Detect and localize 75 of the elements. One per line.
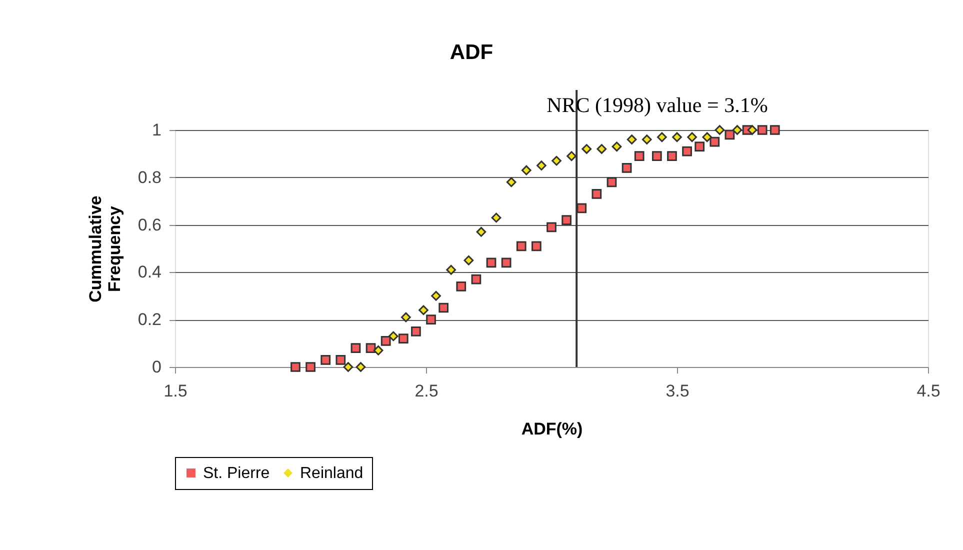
x-tick-label: 2.5: [414, 382, 438, 400]
point: [672, 132, 682, 142]
point: [612, 142, 622, 152]
y-tick-label: 0.2: [138, 310, 162, 330]
point: [398, 334, 408, 344]
point: [521, 165, 532, 176]
point: [446, 264, 456, 275]
point: [622, 162, 632, 173]
point: [306, 362, 316, 372]
point: [388, 331, 398, 342]
y-tick-label: 0.8: [138, 168, 162, 187]
point: [576, 203, 587, 214]
x-tick-label: 1.5: [164, 382, 188, 400]
point: [476, 226, 486, 237]
x-tick-label: 3.5: [666, 382, 690, 400]
point: [486, 258, 496, 268]
point: [431, 290, 441, 301]
point: [516, 241, 526, 252]
y-tick-label: 0.4: [138, 262, 162, 282]
point: [642, 134, 652, 144]
point: [290, 362, 300, 372]
point: [464, 255, 474, 266]
point: [426, 314, 436, 325]
point: [657, 132, 667, 142]
point: [592, 189, 602, 199]
point: [687, 132, 697, 142]
point: [350, 343, 361, 353]
point: [373, 345, 384, 356]
point: [380, 336, 391, 346]
point: [562, 215, 572, 225]
point: [546, 222, 556, 232]
point: [606, 177, 617, 188]
point: [343, 362, 354, 372]
point: [724, 130, 735, 140]
point: [652, 151, 662, 162]
point: [770, 125, 780, 135]
point: [582, 144, 592, 154]
point: [320, 354, 331, 365]
y-axis-title: Cummulative Frequency: [86, 196, 124, 302]
point: [596, 144, 607, 154]
point: [710, 136, 720, 147]
point: [400, 312, 411, 322]
point: [634, 151, 644, 162]
point: [626, 134, 637, 144]
point: [566, 151, 577, 162]
point: [491, 212, 502, 223]
point: [532, 241, 542, 252]
y-tick-label: 0.6: [138, 215, 162, 234]
legend-label: Reinland: [300, 465, 364, 482]
point: [471, 274, 482, 284]
point: [682, 146, 692, 156]
point: [356, 362, 366, 372]
point: [714, 125, 725, 135]
point: [552, 156, 562, 166]
point: [456, 281, 466, 292]
point: [366, 343, 376, 353]
y-tick-label: 1: [152, 120, 162, 140]
point: [418, 305, 428, 316]
point: [411, 326, 421, 336]
point: [694, 142, 705, 152]
point: [438, 302, 449, 313]
point: [667, 151, 677, 162]
y-tick-label: 0: [152, 358, 162, 376]
point: [536, 160, 546, 170]
x-axis-title: ADF(%): [521, 420, 583, 438]
chart-title: ADF: [450, 41, 494, 64]
x-tick-label: 4.5: [916, 382, 940, 400]
point: [506, 177, 516, 188]
legend-label: St. Pierre: [203, 465, 270, 482]
point: [732, 125, 742, 135]
point: [757, 125, 768, 135]
point: [501, 258, 512, 268]
point: [702, 132, 712, 142]
point: [747, 125, 758, 135]
point: [336, 354, 346, 365]
